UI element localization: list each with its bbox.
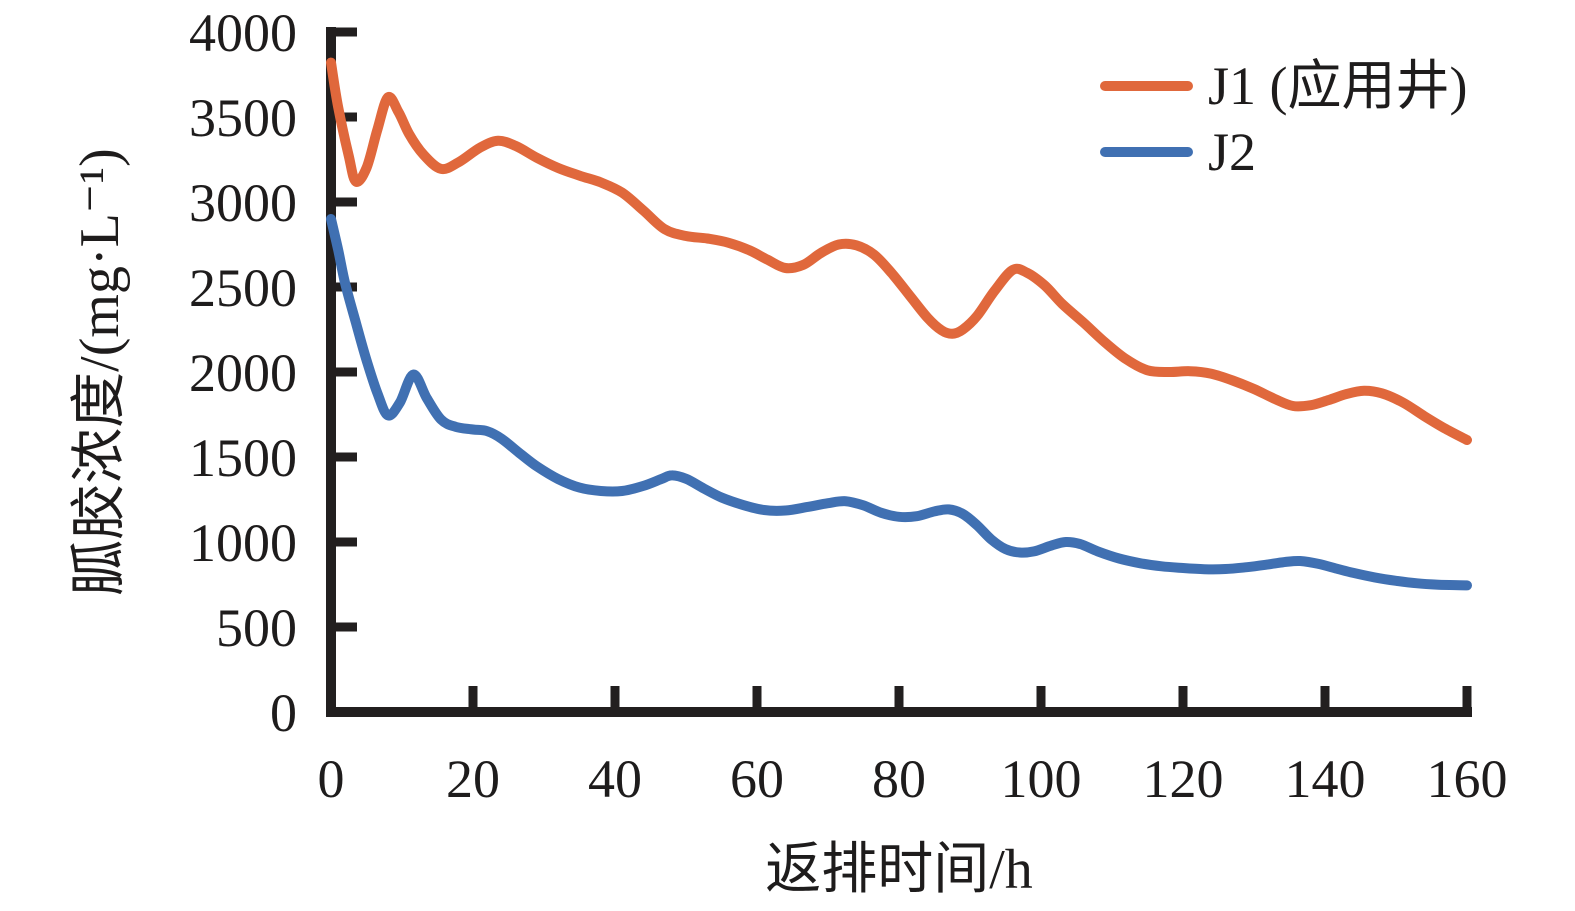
y-tick-label: 2000 — [189, 343, 297, 403]
axes: 0 20 40 60 80 100 120 140 160 0 500 1000 1500 2000 250… — [189, 3, 1508, 809]
x-tick-label: 20 — [446, 749, 500, 809]
series-curves — [326, 57, 1472, 591]
y-tick-label: 1500 — [189, 428, 297, 488]
y-tick-label: 4000 — [189, 3, 297, 63]
x-tick-label: 40 — [588, 749, 642, 809]
y-tick-label: 500 — [216, 598, 297, 658]
y-tick-label: 3000 — [189, 173, 297, 233]
x-tick-label: 80 — [872, 749, 926, 809]
x-axis-title: 返排时间/h — [765, 839, 1033, 901]
y-tick-label: 1000 — [189, 513, 297, 573]
x-tick-label: 60 — [730, 749, 784, 809]
x-tick-label: 160 — [1427, 749, 1508, 809]
axis-frame — [326, 27, 1472, 717]
legend: J1 (应用井) J2 — [1100, 56, 1467, 182]
x-tick-label: 140 — [1285, 749, 1366, 809]
y-axis-title: 胍胶浓度/(mg·L⁻¹) — [69, 148, 131, 596]
x-tick-label: 0 — [318, 749, 345, 809]
y-tick-label: 2500 — [189, 258, 297, 318]
series-line-j2 — [326, 214, 1472, 591]
x-tick-label: 120 — [1143, 749, 1224, 809]
legend-label-j2: J2 — [1208, 122, 1256, 182]
y-tick-label: 0 — [270, 683, 297, 743]
series-line-j1 — [326, 57, 1472, 445]
y-tick-label: 3500 — [189, 88, 297, 148]
legend-label-j1: J1 (应用井) — [1208, 56, 1467, 116]
x-tick-label: 100 — [1001, 749, 1082, 809]
